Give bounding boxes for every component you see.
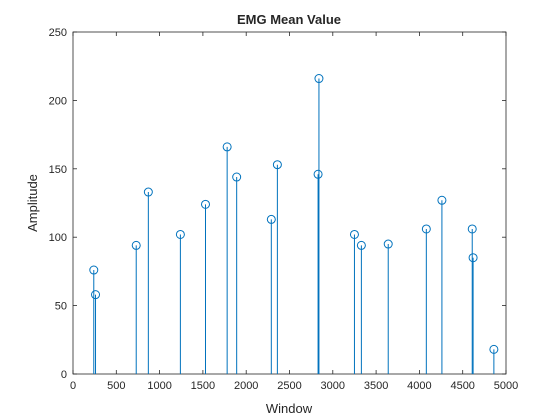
stem-marker [467,224,477,234]
plot-area: 0 500 1000 1500 2000 2500 3000 3500 4000 4500 5000… [49,27,519,392]
y-axis-label: Amplitude [25,174,40,232]
stem-marker [489,344,499,354]
stem-marker [200,199,210,209]
stem-marker [314,74,324,84]
x-tick-label: 3500 [364,380,388,392]
x-tick-label: 4500 [450,380,474,392]
x-tick-label: 3000 [321,380,345,392]
stem-marker [131,240,141,250]
x-tick-label: 1500 [191,380,215,392]
x-tick-label: 5000 [494,380,518,392]
stem-marker [272,160,282,170]
stem-marker [91,290,101,300]
x-tick-label: 2000 [234,380,258,392]
x-tick-label: 2500 [277,380,301,392]
x-tick-label: 4000 [407,380,431,392]
x-tick-label: 1000 [147,380,171,392]
stem-marker [313,169,323,179]
x-tick-label: 0 [70,380,76,392]
stem-marker [383,239,393,249]
stem-marker [468,253,478,263]
y-tick-label: 50 [55,301,67,313]
y-tick-label: 100 [49,232,67,244]
stem-marker [349,229,359,239]
y-tick-label: 250 [49,27,67,39]
chart-title: EMG Mean Value [237,12,341,27]
x-tick-label: 500 [107,380,125,392]
x-axis-label: Window [266,401,313,416]
stem-marker [437,195,447,205]
stem-marker [222,142,232,152]
y-tick-label: 150 [49,164,67,176]
stem-marker [356,240,366,250]
stem-marker [143,187,153,197]
stem-marker [89,265,99,275]
y-tick-label: 200 [49,95,67,107]
stem-marker [232,172,242,182]
y-tick-label: 0 [61,369,67,381]
stem-marker [175,229,185,239]
stem-marker [421,224,431,234]
stem-marker [266,214,276,224]
